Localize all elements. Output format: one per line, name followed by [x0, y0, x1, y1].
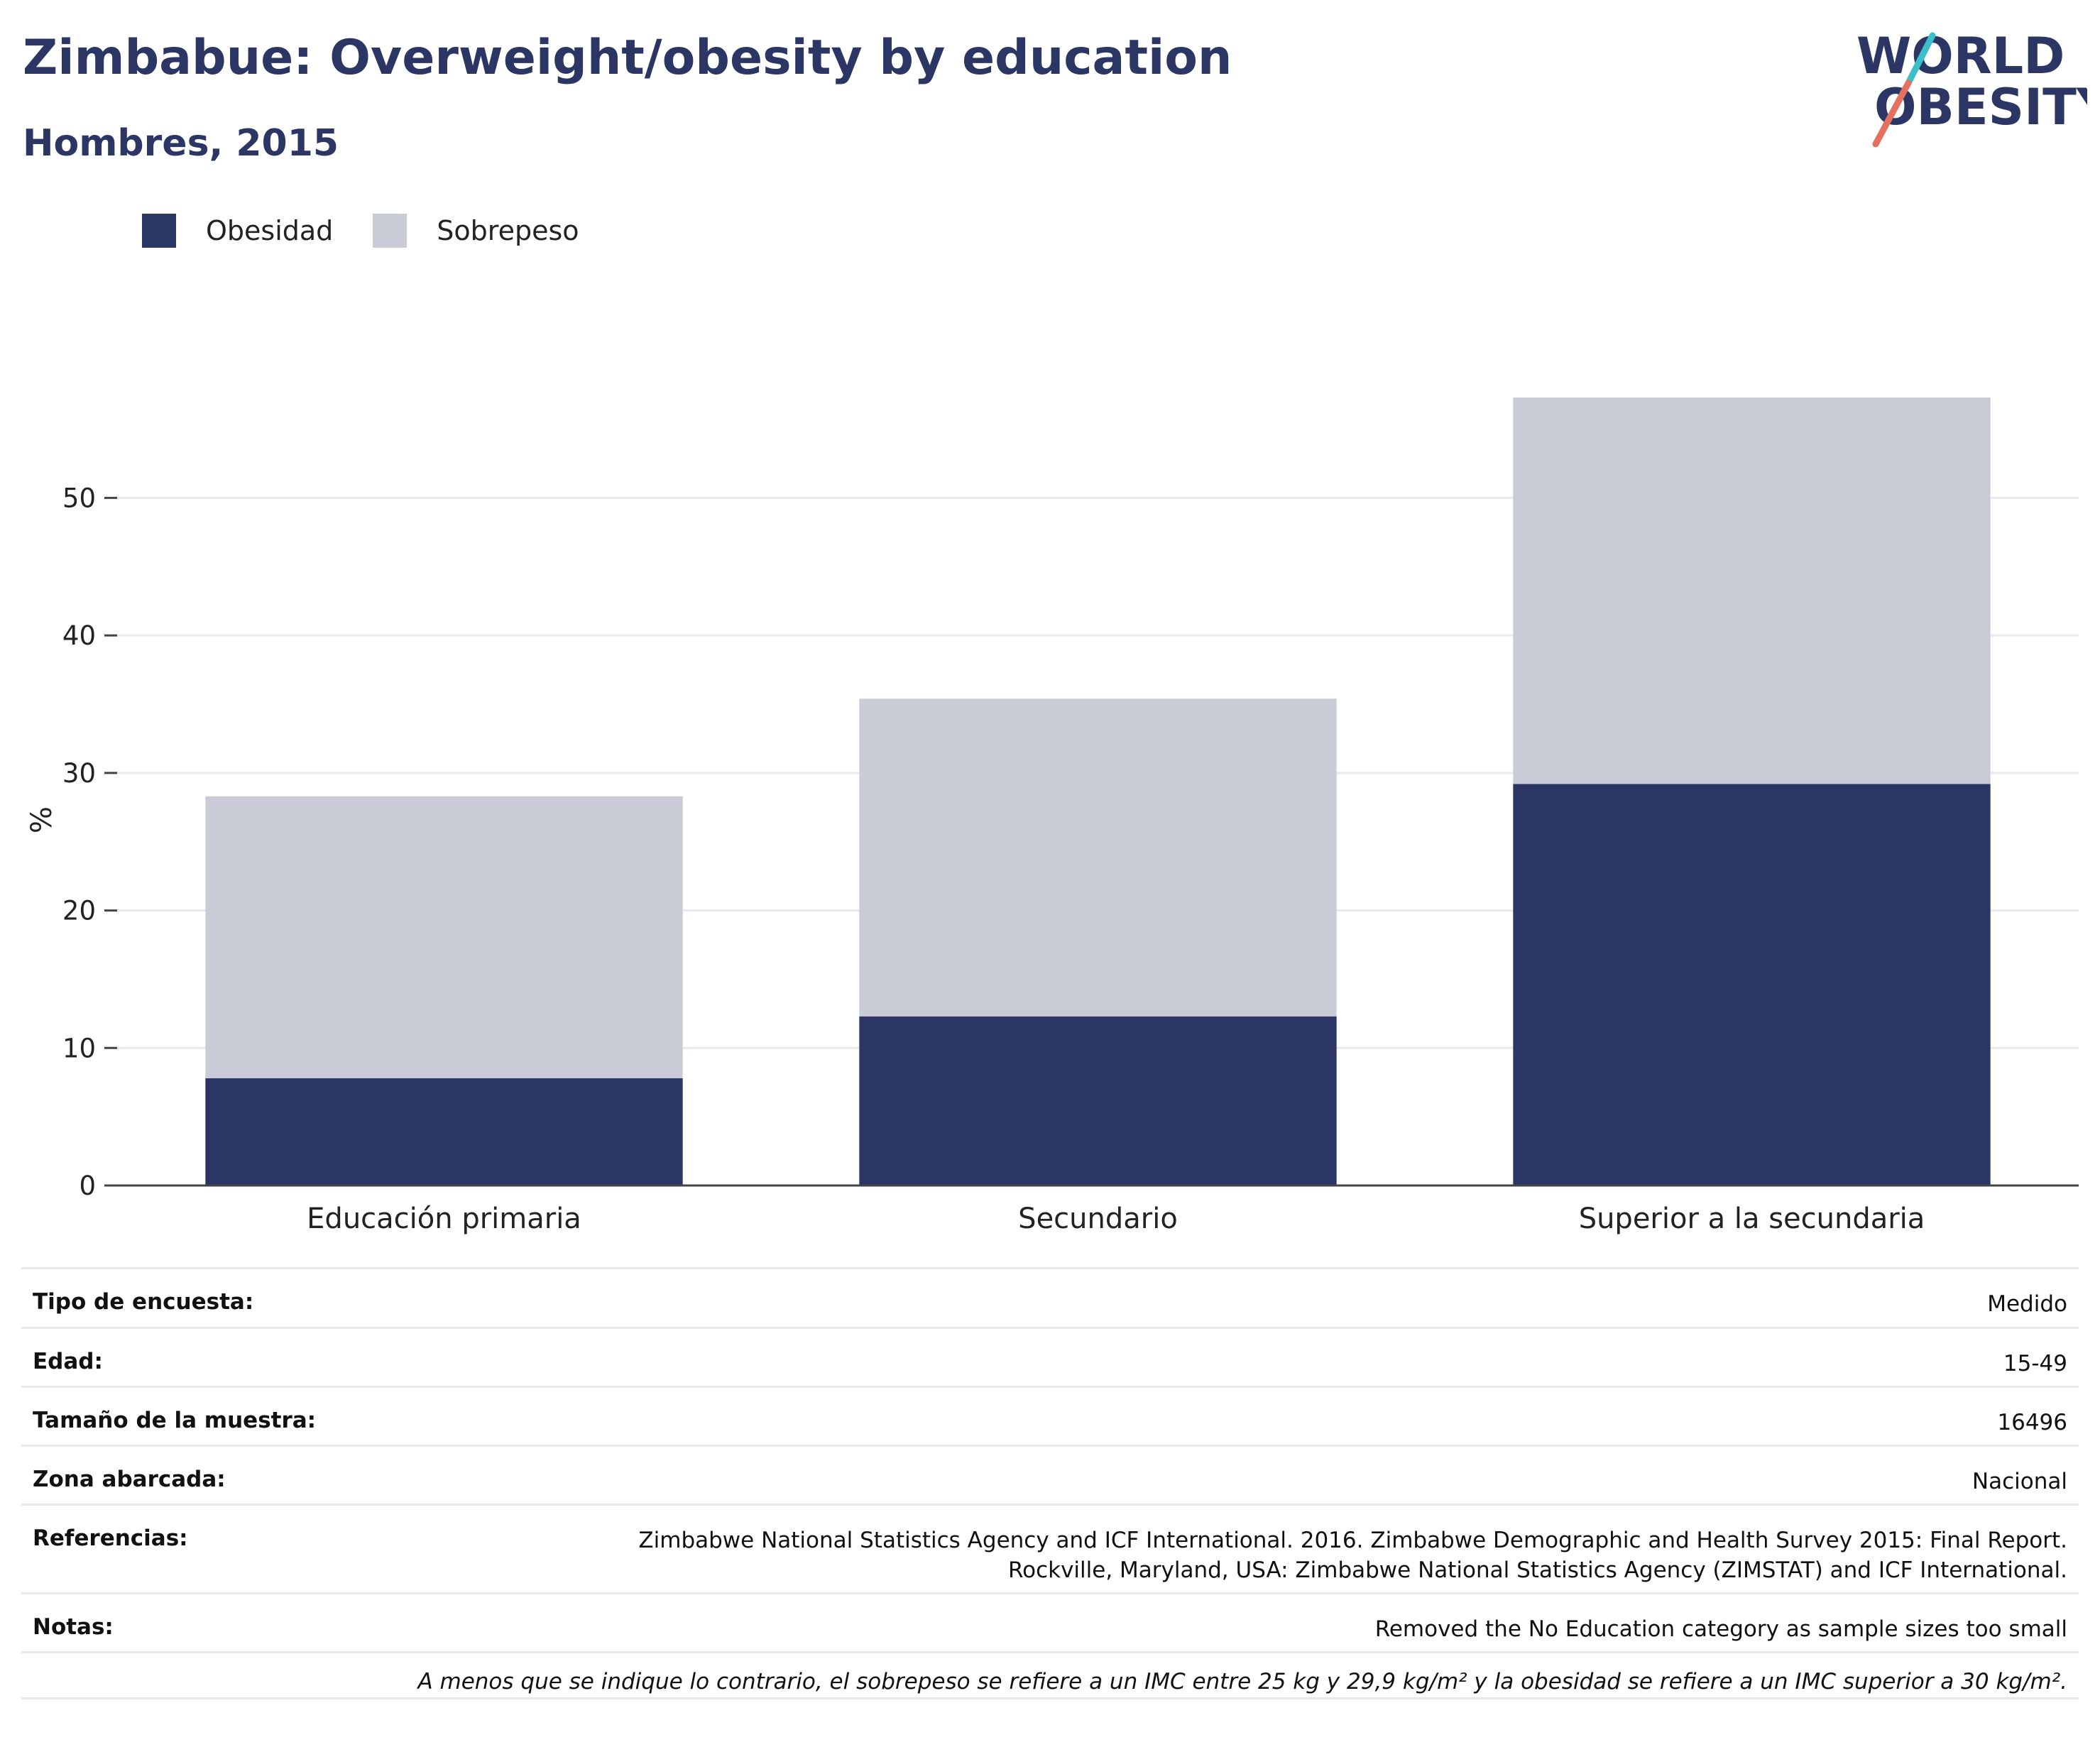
footnote-row: A menos que se indique lo contrario, el …: [21, 1651, 2079, 1699]
info-row-age: Edad: 15-49: [21, 1327, 2079, 1386]
legend-swatch-obesidad: [142, 214, 176, 248]
info-key-age: Edad:: [33, 1349, 103, 1374]
footnote-text: A menos que se indique lo contrario, el …: [417, 1669, 2067, 1694]
info-row-notes: Notas: Removed the No Education category…: [21, 1592, 2079, 1651]
legend-item-sobrepeso[interactable]: Sobrepeso: [373, 214, 579, 248]
survey-info-table: Tipo de encuesta: Medido Edad: 15-49 Tam…: [21, 1267, 2079, 1699]
info-value-survey-type: Medido: [1987, 1291, 2067, 1317]
info-key-notes: Notas:: [33, 1614, 114, 1640]
y-tick-label-0: 0: [79, 1171, 96, 1201]
legend-label-obesidad: Obesidad: [206, 215, 334, 246]
info-value-references: Zimbabwe National Statistics Agency and …: [638, 1526, 2067, 1585]
chart-legend: Obesidad Sobrepeso: [142, 209, 619, 252]
bar-obesidad-0: [205, 1078, 683, 1185]
chart-subtitle: Hombres, 2015: [23, 122, 339, 165]
info-value-sample-size: 16496: [1997, 1410, 2067, 1435]
y-tick-label-30: 30: [62, 758, 96, 789]
info-row-area: Zona abarcada: Nacional: [21, 1445, 2079, 1504]
legend-item-obesidad[interactable]: Obesidad: [142, 214, 333, 248]
bar-sobrepeso-0: [205, 796, 683, 1078]
y-tick-label-40: 40: [62, 620, 96, 651]
bar-sobrepeso-1: [859, 699, 1337, 1017]
info-value-area: Nacional: [1972, 1469, 2067, 1494]
y-tick-label-20: 20: [62, 896, 96, 926]
info-row-references: Referencias: Zimbabwe National Statistic…: [21, 1504, 2079, 1592]
logo-line1: WORLD: [1856, 27, 2065, 85]
bar-obesidad-2: [1513, 784, 1991, 1185]
bar-obesidad-1: [859, 1016, 1337, 1185]
x-tick-label-0: Educación primaria: [307, 1203, 581, 1235]
x-tick-label-1: Secundario: [1018, 1203, 1178, 1235]
y-tick-label-10: 10: [62, 1033, 96, 1063]
y-axis-label: %: [26, 806, 58, 833]
references-line-2: Rockville, Maryland, USA: Zimbabwe Natio…: [1007, 1557, 2067, 1583]
y-tick-label-50: 50: [62, 483, 96, 513]
chart-title: Zimbabue: Overweight/obesity by educatio…: [23, 30, 1232, 86]
references-line-1: Zimbabwe National Statistics Agency and …: [638, 1528, 2067, 1553]
info-value-notes: Removed the No Education category as sam…: [1374, 1616, 2067, 1642]
x-tick-label-2: Superior a la secundaria: [1579, 1203, 1925, 1235]
legend-swatch-sobrepeso: [373, 214, 408, 248]
info-row-survey-type: Tipo de encuesta: Medido: [21, 1267, 2079, 1327]
logo-line2: OBESITY: [1874, 78, 2087, 136]
info-key-references: Referencias:: [33, 1526, 188, 1551]
info-key-area: Zona abarcada:: [33, 1467, 226, 1492]
world-obesity-logo: WORLD OBESITY: [1856, 27, 2087, 148]
info-key-survey-type: Tipo de encuesta:: [33, 1289, 254, 1315]
info-row-sample-size: Tamaño de la muestra: 16496: [21, 1386, 2079, 1445]
info-key-sample-size: Tamaño de la muestra:: [33, 1408, 317, 1433]
legend-label-sobrepeso: Sobrepeso: [437, 215, 579, 246]
bar-sobrepeso-2: [1513, 398, 1991, 784]
stacked-bar-chart: 0 10 20 30 40 50% Educación primaria Secundario…: [26, 398, 2079, 1235]
info-value-age: 15-49: [2003, 1351, 2067, 1376]
